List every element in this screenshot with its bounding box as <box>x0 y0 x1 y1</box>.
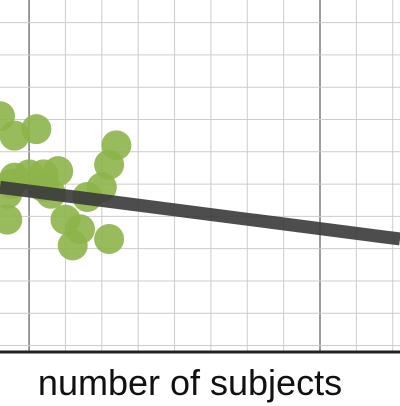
data-point <box>101 130 132 161</box>
trendline-layer <box>0 180 400 246</box>
data-point <box>21 114 52 145</box>
data-point <box>57 230 88 261</box>
grid-lines <box>0 0 400 352</box>
trendline <box>0 180 400 246</box>
data-point <box>94 223 125 254</box>
data-point <box>0 204 23 235</box>
x-axis-label: number of subjects <box>37 362 343 403</box>
